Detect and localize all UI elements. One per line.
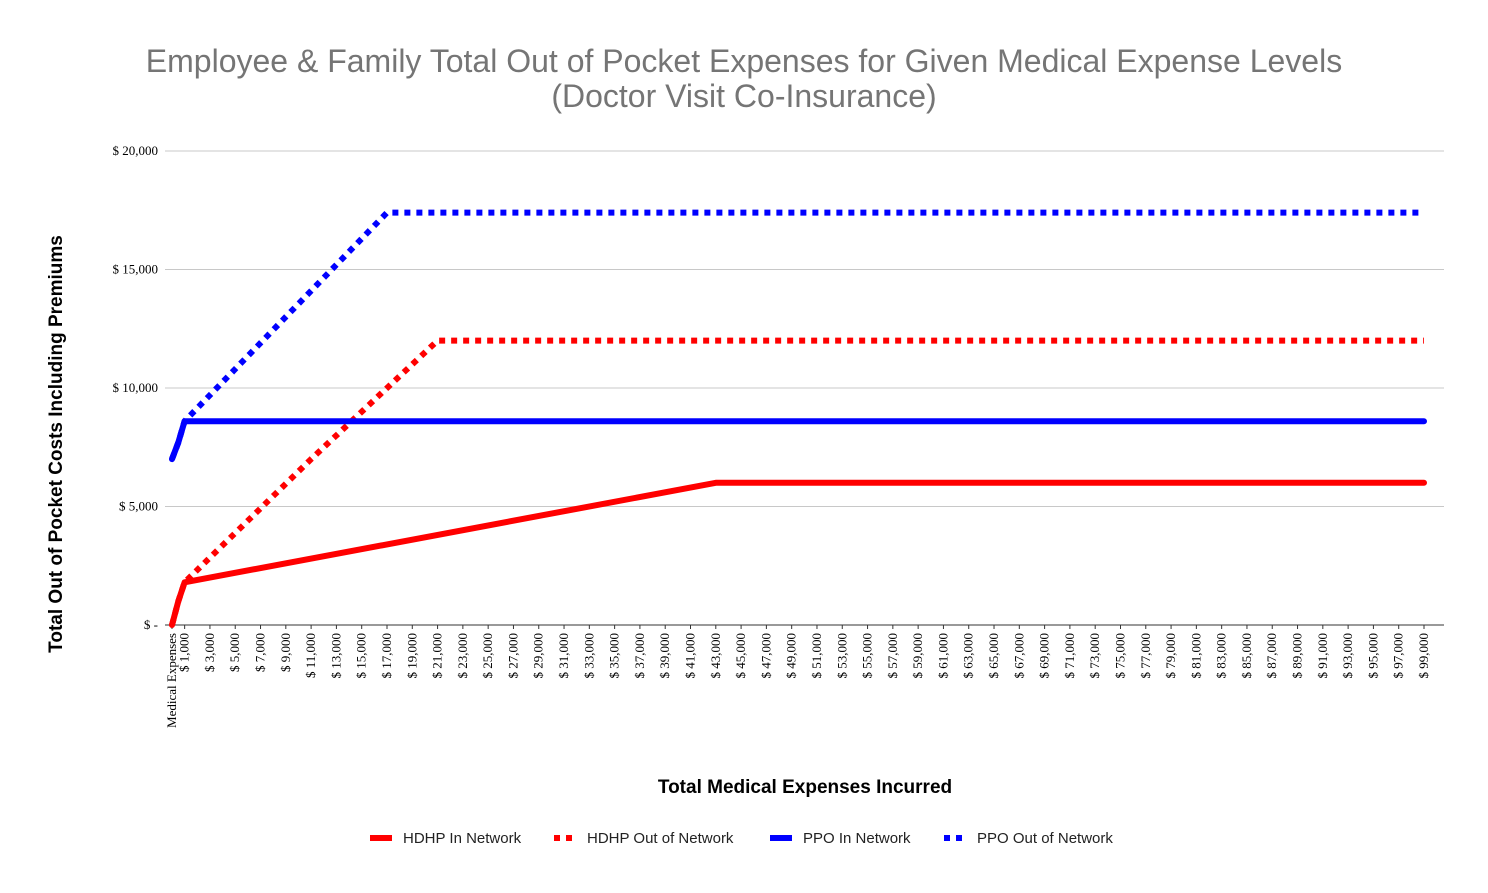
x-tick-label: $ 49,000 (784, 633, 799, 679)
x-tick-label: $ 79,000 (1163, 633, 1178, 679)
x-tick-label: $ 81,000 (1188, 633, 1203, 679)
y-tick-label: $ 15,000 (113, 262, 159, 277)
y-tick-label: $ 10,000 (113, 380, 159, 395)
series-line-ppo-in-network (169, 418, 1427, 463)
x-tick-label: $ 39,000 (657, 633, 672, 679)
x-tick-label: $ 5,000 (227, 633, 242, 672)
x-tick-label: $ 59,000 (910, 633, 925, 679)
x-tick-label: $ 71,000 (1062, 633, 1077, 679)
x-tick-label: $ 51,000 (809, 633, 824, 679)
x-tick-label: $ 67,000 (1011, 633, 1026, 679)
x-tick-label: $ 53,000 (834, 633, 849, 679)
x-tick-label: $ 55,000 (860, 633, 875, 679)
x-tick-label: $ 65,000 (986, 633, 1001, 679)
y-tick-label: $ 20,000 (113, 143, 159, 158)
x-tick-label: $ 83,000 (1214, 633, 1229, 679)
x-tick-label: $ 61,000 (935, 633, 950, 679)
x-tick-label: $ 91,000 (1315, 633, 1330, 679)
x-axis-title: Total Medical Expenses Incurred (658, 777, 952, 798)
x-tick-label: $ 87,000 (1264, 633, 1279, 679)
x-tick-label: $ 29,000 (531, 633, 546, 679)
x-tick-label: $ 99,000 (1416, 633, 1431, 679)
x-tick-label: Medical Expenses (164, 633, 179, 728)
x-tick-label: $ 9,000 (278, 633, 293, 672)
x-tick-label: $ 27,000 (505, 633, 520, 679)
legend-label: HDHP In Network (403, 830, 522, 847)
gridlines (165, 150, 1444, 507)
x-tick-label: $ 31,000 (556, 633, 571, 679)
x-tick-label: $ 41,000 (683, 633, 698, 679)
series-line-hdhp-out-of-network (169, 337, 1424, 626)
x-tick-label: $ 15,000 (354, 633, 369, 679)
series-line-hdhp-in-network (169, 479, 1427, 628)
legend: HDHP In Network HDHP Out of Network PPO In… (370, 830, 1113, 847)
y-tick-label: $ 5,000 (119, 499, 158, 514)
x-tick-label: $ 37,000 (632, 633, 647, 679)
x-tick-label: $ 11,000 (303, 633, 318, 678)
x-tick-label: $ 17,000 (379, 633, 394, 679)
x-tick-label: $ 57,000 (885, 633, 900, 679)
y-axis-title: Total Out of Pocket Costs Including Prem… (46, 235, 67, 653)
x-tick-label: $ 3,000 (202, 633, 217, 672)
x-tick-label: $ 89,000 (1290, 633, 1305, 679)
legend-label: HDHP Out of Network (587, 830, 734, 847)
x-tick-label: $ 21,000 (430, 633, 445, 679)
x-tick-label: $ 73,000 (1087, 633, 1102, 679)
y-tick-label: $ - (144, 617, 158, 632)
x-tick-label: $ 19,000 (404, 633, 419, 679)
legend-label: PPO Out of Network (977, 830, 1113, 847)
x-tick-label: $ 7,000 (253, 633, 268, 672)
x-tick-label: $ 93,000 (1340, 633, 1355, 679)
x-tick-label: $ 45,000 (733, 633, 748, 679)
x-tick-label: $ 47,000 (758, 633, 773, 679)
x-tick-label: $ 43,000 (708, 633, 723, 679)
x-tick-label: $ 77,000 (1138, 633, 1153, 679)
y-axis-ticks: $ - $ 5,000 $ 10,000 $ 15,000 $ 20,000 (113, 143, 159, 632)
x-tick-label: $ 95,000 (1365, 633, 1380, 679)
series-line-ppo-out-of-network (169, 209, 1424, 461)
series-lines (169, 209, 1427, 628)
x-tick-label: $ 85,000 (1239, 633, 1254, 679)
x-tick-label: $ 63,000 (961, 633, 976, 679)
x-tick-label: $ 35,000 (607, 633, 622, 679)
x-tick-label: $ 23,000 (455, 633, 470, 679)
x-tick-label: $ 13,000 (328, 633, 343, 679)
legend-label: PPO In Network (803, 830, 911, 847)
chart-subtitle: (Doctor Visit Co-Insurance) (551, 78, 936, 114)
chart-title: Employee & Family Total Out of Pocket Ex… (146, 43, 1342, 79)
x-tick-label: $ 25,000 (480, 633, 495, 679)
x-tick-label: $ 97,000 (1391, 633, 1406, 679)
x-tick-label: $ 33,000 (581, 633, 596, 679)
x-axis-ticks: Medical Expenses$ 1,000 $ 3,000 $ 5,000 $ 7… (164, 625, 1431, 728)
x-tick-label: $ 1,000 (177, 633, 192, 672)
x-tick-label: $ 75,000 (1112, 633, 1127, 679)
x-tick-label: $ 69,000 (1037, 633, 1052, 679)
